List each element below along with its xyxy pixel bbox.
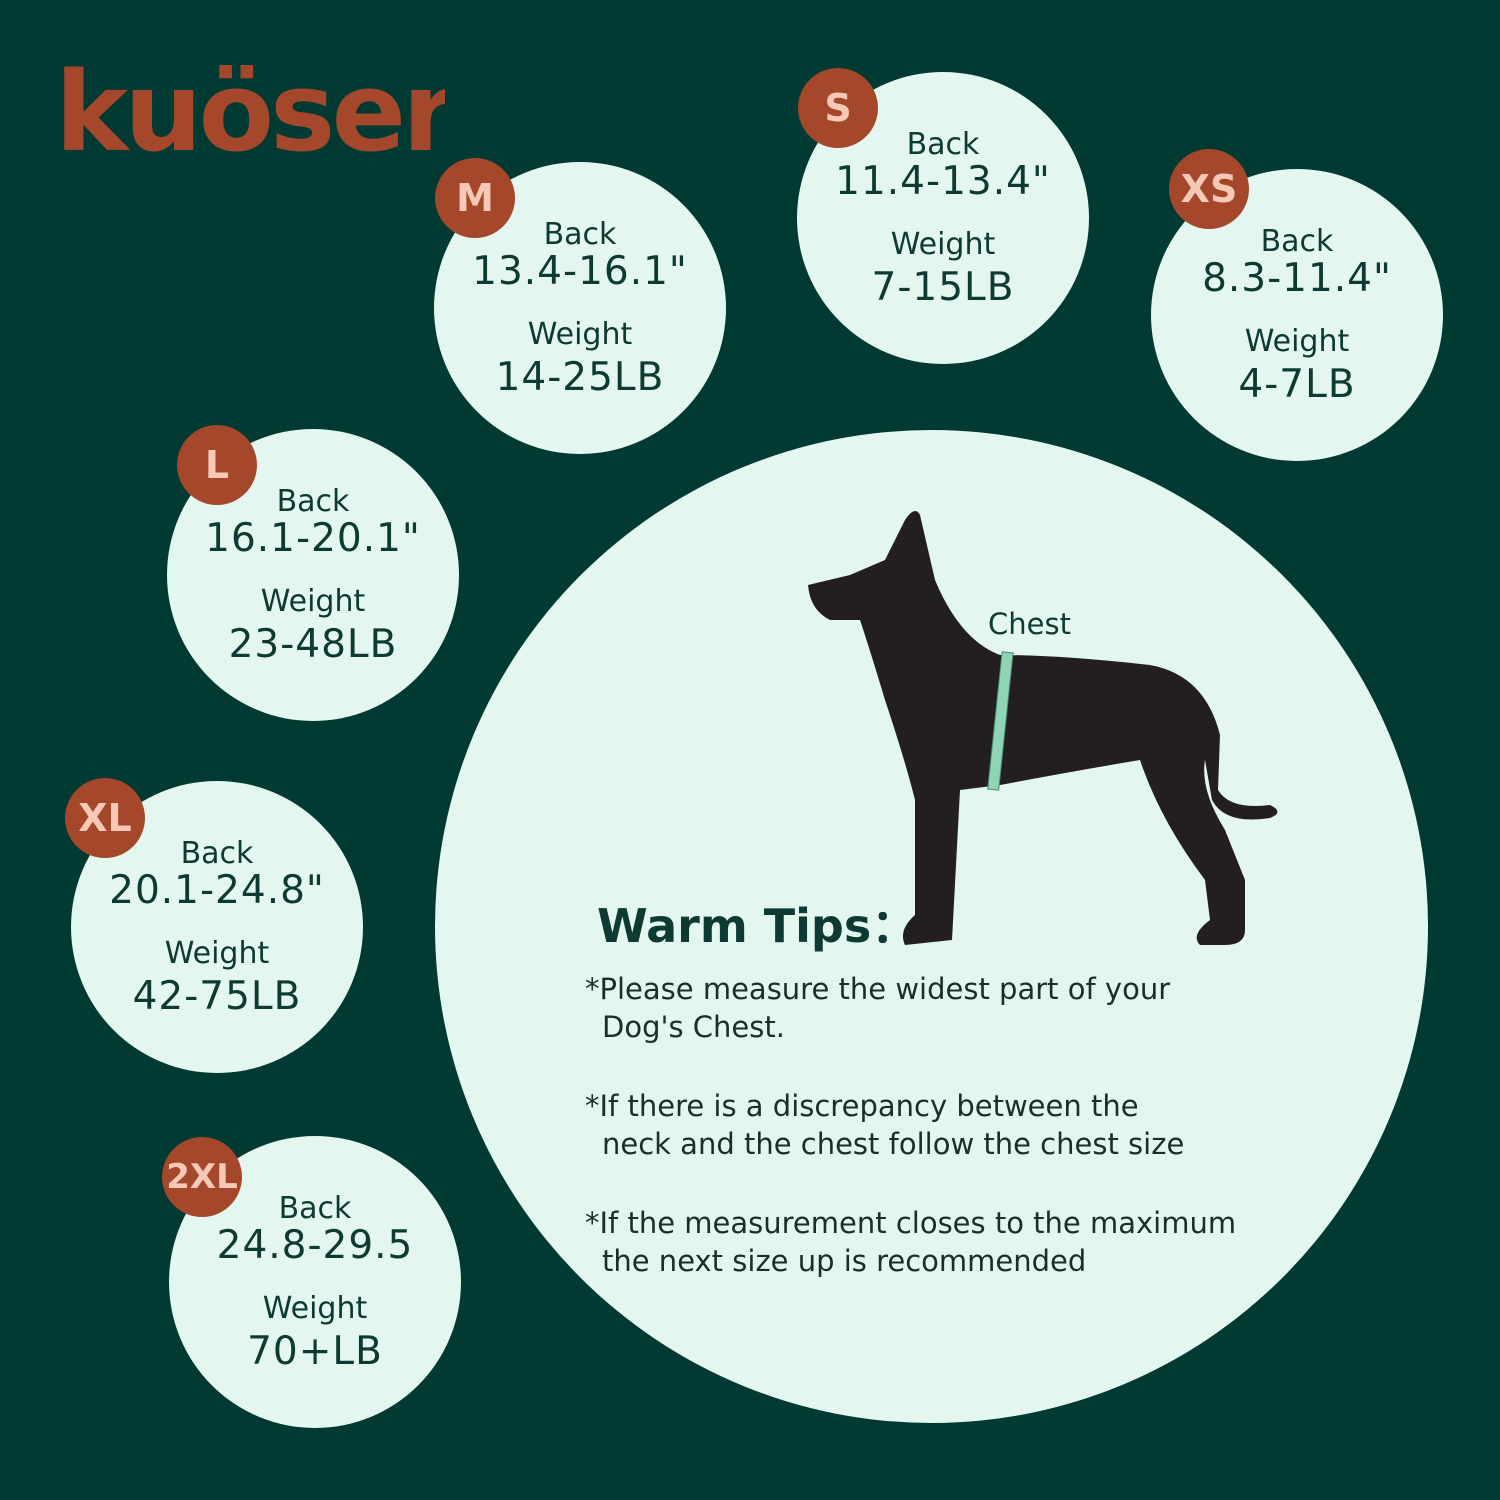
back-label: Back (276, 484, 350, 519)
weight-value: 70+LB (247, 1329, 383, 1374)
tip-line: *If the measurement closes to the maximu… (585, 1206, 1237, 1240)
size-card-xl: Back 20.1-24.8" Weight 42-75LB (71, 781, 363, 1073)
tip-line: *If there is a discrepancy between the (585, 1089, 1139, 1123)
tip-line: neck and the chest follow the chest size (602, 1127, 1185, 1161)
weight-value: 42-75LB (132, 974, 302, 1019)
weight-value: 4-7LB (1238, 362, 1356, 407)
back-value: 20.1-24.8" (109, 868, 325, 913)
size-badge-xl: XL (65, 778, 145, 858)
chest-label: Chest (988, 607, 1071, 641)
weight-label: Weight (260, 584, 366, 619)
back-label: Back (180, 836, 254, 871)
weight-label: Weight (527, 317, 633, 352)
tip-line: *Please measure the widest part of your (585, 972, 1171, 1006)
tip-line: Dog's Chest. (602, 1010, 785, 1044)
warm-tips-title: Warm Tips： (597, 899, 918, 953)
back-value: 24.8-29.5 (216, 1223, 414, 1268)
weight-value: 14-25LB (495, 355, 665, 400)
measuring-tape-icon (987, 651, 1014, 791)
weight-value: 23-48LB (228, 622, 398, 667)
size-badge-s: S (798, 68, 878, 148)
size-badge-m: M (435, 158, 515, 238)
tip-item: *If the measurement closes to the maximu… (585, 1204, 1236, 1280)
weight-label: Weight (890, 227, 996, 262)
back-label: Back (278, 1191, 352, 1226)
back-label: Back (906, 127, 980, 162)
back-value: 16.1-20.1" (205, 516, 421, 561)
tip-item: *Please measure the widest part of your D… (585, 970, 1170, 1046)
size-badge-l: L (177, 425, 257, 505)
kuoser-logo: kuöser (55, 50, 445, 170)
size-badge-xs: XS (1169, 149, 1249, 229)
back-label: Back (543, 217, 617, 252)
back-value: 11.4-13.4" (835, 159, 1051, 204)
weight-value: 7-15LB (871, 265, 1015, 310)
weight-label: Weight (1244, 324, 1350, 359)
back-value: 8.3-11.4" (1202, 256, 1392, 301)
svg-text:kuöser: kuöser (55, 50, 445, 170)
back-value: 13.4-16.1" (472, 249, 688, 294)
size-card-m: Back 13.4-16.1" Weight 14-25LB (434, 162, 726, 454)
back-label: Back (1260, 224, 1334, 259)
size-badge-2xl: 2XL (162, 1137, 242, 1217)
weight-label: Weight (164, 936, 270, 971)
tip-line: the next size up is recommended (602, 1244, 1087, 1278)
weight-label: Weight (262, 1291, 368, 1326)
tip-item: *If there is a discrepancy between the ne… (585, 1087, 1184, 1163)
